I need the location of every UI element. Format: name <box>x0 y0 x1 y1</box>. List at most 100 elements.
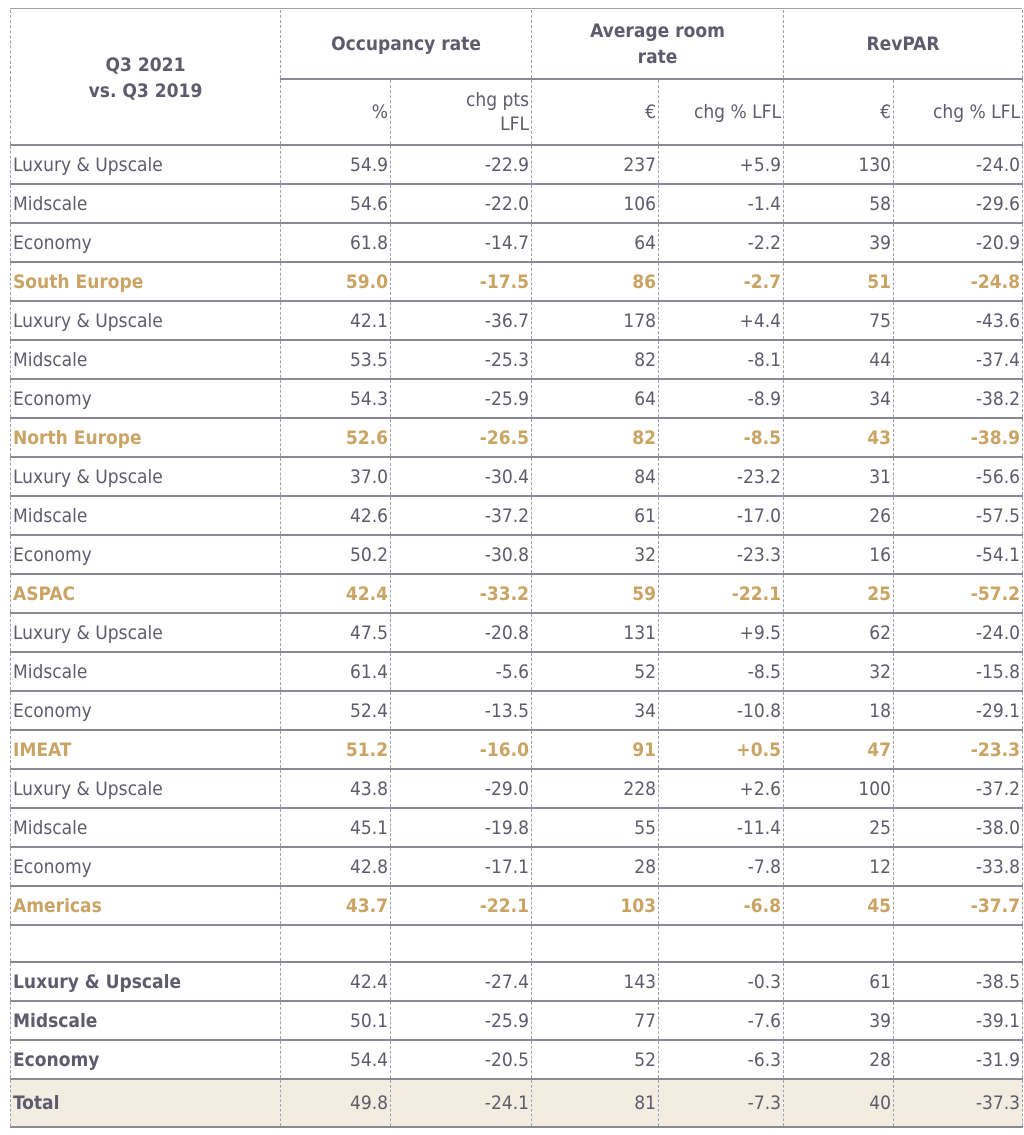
subheader: chg % LFL <box>658 79 785 146</box>
cell-value: 61 <box>783 962 895 1002</box>
cell-value: 54.3 <box>280 379 391 419</box>
cell-value: 228 <box>531 769 660 809</box>
subheader: € <box>531 79 660 146</box>
empty-cell <box>531 925 660 963</box>
subheader: % <box>280 79 391 146</box>
cell-value: -8.5 <box>658 418 785 458</box>
cell-value: 47.5 <box>280 613 391 653</box>
cell-value: 106 <box>531 184 660 224</box>
cell-value: -5.6 <box>389 652 533 692</box>
row-label: South Europe <box>10 262 281 302</box>
cell-value: +2.6 <box>658 769 785 809</box>
cell-value: 82 <box>531 418 660 458</box>
spacer-row <box>10 925 1024 963</box>
cell-value: -31.9 <box>893 1040 1024 1080</box>
cell-value: 34 <box>531 691 660 731</box>
empty-cell <box>658 925 785 963</box>
cell-value: -19.8 <box>389 808 533 848</box>
cell-value: +0.5 <box>658 730 785 770</box>
hotel-kpi-table: Q3 2021 vs. Q3 2019 Occupancy rate Avera… <box>10 10 1024 1128</box>
row-label: Luxury & Upscale <box>10 457 281 497</box>
row-label: Midscale <box>10 808 281 848</box>
cell-value: 39 <box>783 1001 895 1041</box>
cell-value: 81 <box>531 1079 660 1128</box>
total-row: Total 49.8 -24.1 81 -7.3 40 -37.3 <box>10 1079 1024 1128</box>
table-row: Midscale 42.6 -37.2 61 -17.0 26 -57.5 <box>10 496 1024 536</box>
row-label: Economy <box>10 1040 281 1080</box>
cell-value: 51 <box>783 262 895 302</box>
table-row: Luxury & Upscale 42.1 -36.7 178 +4.4 75 -43.6 <box>10 301 1024 341</box>
cell-value: 103 <box>531 886 660 926</box>
table-row: Economy 54.4 -20.5 52 -6.3 28 -31.9 <box>10 1040 1024 1080</box>
cell-value: -7.8 <box>658 847 785 887</box>
cell-value: 54.9 <box>280 145 391 185</box>
cell-value: 131 <box>531 613 660 653</box>
cell-value: 37.0 <box>280 457 391 497</box>
cell-value: 25 <box>783 574 895 614</box>
cell-value: 59.0 <box>280 262 391 302</box>
region-row: IMEAT 51.2 -16.0 91 +0.5 47 -23.3 <box>10 730 1024 770</box>
cell-value: -25.9 <box>389 1001 533 1041</box>
cell-value: -29.1 <box>893 691 1024 731</box>
cell-value: -37.3 <box>893 1079 1024 1128</box>
cell-value: 32 <box>783 652 895 692</box>
cell-value: 52.6 <box>280 418 391 458</box>
cell-value: -22.9 <box>389 145 533 185</box>
cell-value: -17.0 <box>658 496 785 536</box>
row-label: Americas <box>10 886 281 926</box>
region-row: South Europe 59.0 -17.5 86 -2.7 51 -24.8 <box>10 262 1024 302</box>
cell-value: -36.7 <box>389 301 533 341</box>
cell-value: -37.2 <box>893 769 1024 809</box>
group-header-arr: Average room rate <box>531 10 785 80</box>
table-row: Economy 52.4 -13.5 34 -10.8 18 -29.1 <box>10 691 1024 731</box>
cell-value: -56.6 <box>893 457 1024 497</box>
cell-value: -29.6 <box>893 184 1024 224</box>
cell-value: 12 <box>783 847 895 887</box>
row-label: Economy <box>10 379 281 419</box>
table-row: Midscale 53.5 -25.3 82 -8.1 44 -37.4 <box>10 340 1024 380</box>
cell-value: 16 <box>783 535 895 575</box>
table-row: Luxury & Upscale 43.8 -29.0 228 +2.6 100 -37.2 <box>10 769 1024 809</box>
cell-value: 50.1 <box>280 1001 391 1041</box>
cell-value: 64 <box>531 223 660 263</box>
cell-value: -38.0 <box>893 808 1024 848</box>
cell-value: -23.3 <box>658 535 785 575</box>
table-row: Economy 50.2 -30.8 32 -23.3 16 -54.1 <box>10 535 1024 575</box>
row-label: Midscale <box>10 184 281 224</box>
cell-value: -0.3 <box>658 962 785 1002</box>
cell-value: -8.9 <box>658 379 785 419</box>
cell-value: 52 <box>531 1040 660 1080</box>
cell-value: 18 <box>783 691 895 731</box>
cell-value: -33.8 <box>893 847 1024 887</box>
cell-value: -22.0 <box>389 184 533 224</box>
table-row: Luxury & Upscale 54.9 -22.9 237 +5.9 130 -24.0 <box>10 145 1024 185</box>
cell-value: -20.9 <box>893 223 1024 263</box>
cell-value: 59 <box>531 574 660 614</box>
cell-value: 84 <box>531 457 660 497</box>
row-label: Total <box>10 1079 281 1128</box>
row-label: IMEAT <box>10 730 281 770</box>
cell-value: -20.5 <box>389 1040 533 1080</box>
cell-value: 64 <box>531 379 660 419</box>
cell-value: -10.8 <box>658 691 785 731</box>
cell-value: -8.1 <box>658 340 785 380</box>
row-label: Economy <box>10 847 281 887</box>
cell-value: 47 <box>783 730 895 770</box>
region-row: ASPAC 42.4 -33.2 59 -22.1 25 -57.2 <box>10 574 1024 614</box>
cell-value: 130 <box>783 145 895 185</box>
table-top-border <box>10 8 1022 9</box>
cell-value: -24.0 <box>893 145 1024 185</box>
cell-value: 45.1 <box>280 808 391 848</box>
cell-value: 61.4 <box>280 652 391 692</box>
table-row: Economy 61.8 -14.7 64 -2.2 39 -20.9 <box>10 223 1024 263</box>
cell-value: 54.4 <box>280 1040 391 1080</box>
cell-value: -22.1 <box>389 886 533 926</box>
row-label: Midscale <box>10 652 281 692</box>
cell-value: 42.8 <box>280 847 391 887</box>
row-label: Luxury & Upscale <box>10 769 281 809</box>
cell-value: -23.3 <box>893 730 1024 770</box>
cell-value: 39 <box>783 223 895 263</box>
cell-value: 77 <box>531 1001 660 1041</box>
cell-value: 26 <box>783 496 895 536</box>
cell-value: 40 <box>783 1079 895 1128</box>
